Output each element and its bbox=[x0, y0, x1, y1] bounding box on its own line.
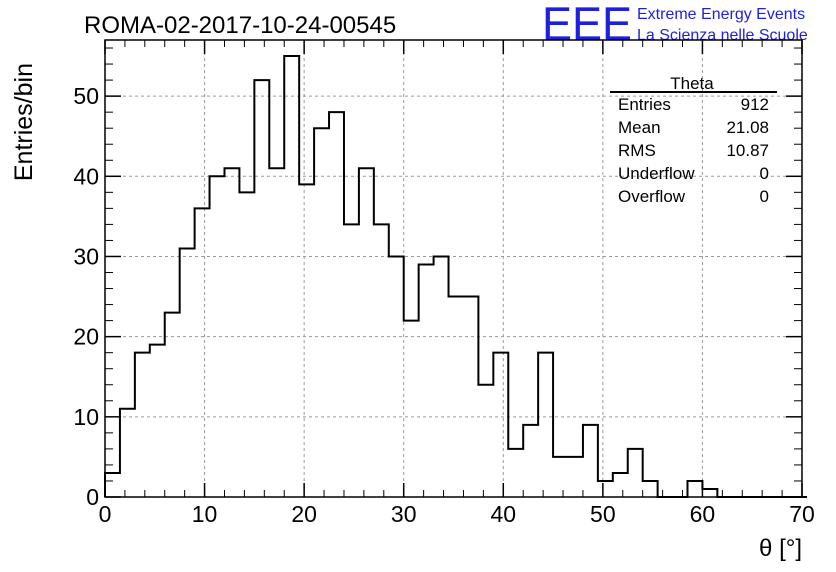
x-tick-label: 50 bbox=[590, 501, 616, 527]
logo-line-extreme-energy-events: Extreme Energy Events bbox=[637, 6, 805, 23]
histogram-bin bbox=[643, 481, 658, 497]
histogram-bin bbox=[568, 457, 583, 497]
histogram-bin bbox=[254, 80, 269, 497]
histogram-bin bbox=[404, 321, 419, 497]
histogram-bin bbox=[210, 176, 225, 497]
histogram-bin bbox=[135, 353, 150, 497]
histogram-bin bbox=[120, 409, 135, 497]
x-tick-label: 30 bbox=[391, 501, 417, 527]
y-tick-label: 50 bbox=[73, 83, 99, 109]
stats-value-mean: 21.08 bbox=[726, 118, 769, 137]
histogram-bin bbox=[598, 481, 613, 497]
histogram-bin bbox=[105, 473, 120, 497]
histogram-bin bbox=[508, 449, 523, 497]
histogram-bin bbox=[553, 457, 568, 497]
histogram-bin bbox=[628, 449, 643, 497]
x-tick-label: 0 bbox=[99, 501, 112, 527]
x-tick-label: 70 bbox=[789, 501, 815, 527]
y-tick-label: 40 bbox=[73, 163, 99, 189]
stats-label-rms: RMS bbox=[618, 141, 656, 160]
x-axis-label: θ [°] bbox=[759, 535, 802, 562]
stats-label-underflow: Underflow bbox=[618, 164, 695, 183]
histogram-bin bbox=[374, 224, 389, 497]
stats-box: Theta Entries 912 Mean 21.08 RMS 10.87 U… bbox=[610, 74, 777, 206]
histogram-bin bbox=[687, 481, 702, 497]
stats-value-entries: 912 bbox=[741, 95, 769, 114]
x-tick-label: 60 bbox=[690, 501, 716, 527]
histogram-bin bbox=[449, 297, 464, 497]
histogram-bin bbox=[538, 353, 553, 497]
y-tick-label: 20 bbox=[73, 324, 99, 350]
histogram-bin bbox=[523, 425, 538, 497]
x-tick-label: 10 bbox=[192, 501, 218, 527]
histogram-bin bbox=[434, 256, 449, 497]
y-axis-label: Entries/bin bbox=[10, 63, 38, 181]
plot-frame bbox=[104, 39, 803, 498]
histogram-outline bbox=[104, 55, 807, 498]
histogram-bin bbox=[702, 489, 717, 497]
histogram-bin bbox=[583, 425, 598, 497]
histogram-bin bbox=[284, 56, 299, 497]
y-tick-label: 0 bbox=[86, 484, 99, 510]
stats-label-entries: Entries bbox=[618, 95, 671, 114]
y-tick-label: 30 bbox=[73, 243, 99, 269]
x-tick-label: 20 bbox=[291, 501, 317, 527]
histogram-bin bbox=[150, 345, 165, 497]
stats-value-rms: 10.87 bbox=[726, 141, 769, 160]
histogram-bin bbox=[344, 224, 359, 497]
histogram-bin bbox=[389, 256, 404, 497]
histogram-bin bbox=[165, 313, 180, 497]
axes: 0 10 20 30 40 50 60 70 0 10 20 30 40 50 bbox=[73, 39, 815, 527]
histogram-bin bbox=[195, 208, 210, 497]
histogram-bin bbox=[463, 297, 478, 497]
histogram-bin bbox=[329, 112, 344, 497]
histogram-bin bbox=[359, 168, 374, 497]
stats-label-mean: Mean bbox=[618, 118, 661, 137]
stats-value-underflow: 0 bbox=[760, 164, 769, 183]
histogram-bin bbox=[239, 192, 254, 497]
stats-label-overflow: Overflow bbox=[618, 187, 686, 206]
histogram-bin bbox=[180, 248, 195, 497]
stats-title: Theta bbox=[670, 74, 714, 93]
histogram-bin bbox=[493, 353, 508, 497]
run-title: ROMA-02-2017-10-24-00545 bbox=[84, 12, 396, 39]
eee-logo: EEE bbox=[542, 0, 632, 50]
histogram-bin bbox=[314, 128, 329, 497]
y-tick-label: 10 bbox=[73, 404, 99, 430]
histogram-bin bbox=[269, 168, 284, 497]
histogram-bars bbox=[104, 55, 807, 498]
histogram-bin bbox=[419, 264, 434, 497]
x-tick-label: 40 bbox=[490, 501, 516, 527]
histogram-bin bbox=[478, 385, 493, 497]
stats-value-overflow: 0 bbox=[760, 187, 769, 206]
histogram-bin bbox=[224, 168, 239, 497]
histogram-bin bbox=[613, 473, 628, 497]
histogram-bin bbox=[299, 184, 314, 497]
